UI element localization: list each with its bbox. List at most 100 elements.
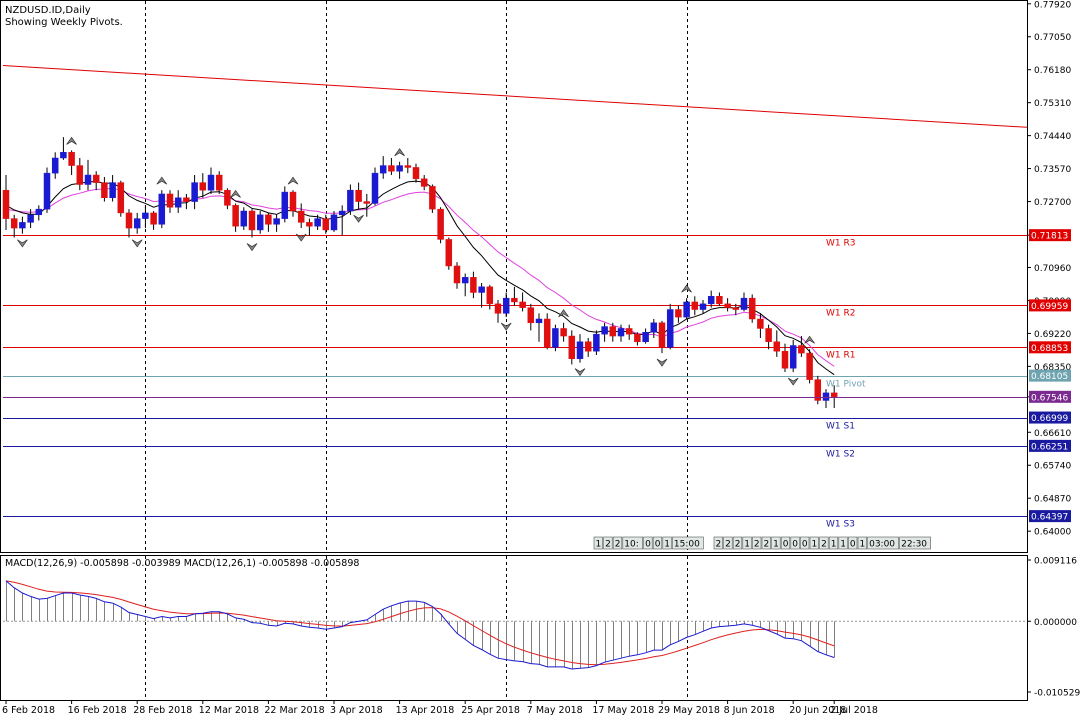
price-tick-label: 0.74440 bbox=[1034, 132, 1071, 142]
main-frame bbox=[0, 0, 1028, 553]
macd-label: MACD(12,26,9) -0.005898 -0.003989 MACD(1… bbox=[5, 558, 359, 569]
candle-body bbox=[232, 205, 239, 227]
candle-body bbox=[814, 379, 822, 401]
timer-right-item: 1 bbox=[812, 540, 818, 550]
timer-right-item-box bbox=[742, 536, 752, 550]
candle-body bbox=[478, 286, 485, 293]
candle-body bbox=[224, 189, 231, 206]
price-tick-label: 0.72700 bbox=[1034, 198, 1071, 208]
timer-right-item-box bbox=[761, 536, 771, 550]
timer-right-item: 1 bbox=[860, 540, 866, 550]
pivot-level-price-label: 0.66251 bbox=[1031, 442, 1068, 452]
pivot-level-name: W1 Pivot bbox=[826, 380, 866, 390]
candle-body bbox=[158, 193, 166, 225]
candle-body bbox=[142, 212, 149, 219]
candle-body bbox=[486, 286, 494, 305]
candle-body bbox=[207, 174, 215, 191]
candle-body bbox=[642, 332, 649, 342]
candle-body bbox=[609, 326, 617, 337]
timer-left-item-box bbox=[652, 536, 663, 550]
pivot-level-name: W1 R1 bbox=[826, 351, 855, 361]
candle-body bbox=[248, 210, 256, 231]
price-tick-label: 0.65740 bbox=[1034, 462, 1071, 472]
timer-right-item-box bbox=[780, 536, 791, 550]
candle-body bbox=[338, 210, 346, 216]
fractal-down-marker bbox=[787, 377, 799, 386]
candle-body bbox=[658, 322, 666, 348]
candle-body bbox=[396, 165, 403, 172]
ma-slow-line bbox=[5, 187, 835, 367]
pivot-level-price-label-box bbox=[1029, 229, 1071, 242]
timer-right-item-box bbox=[752, 536, 762, 550]
candle-body bbox=[822, 392, 830, 401]
candle-body bbox=[732, 307, 740, 310]
price-tick-label: 0.64870 bbox=[1034, 495, 1071, 505]
fractal-down-marker bbox=[246, 243, 258, 252]
timer-left-item: 0 bbox=[655, 540, 661, 550]
candle-body bbox=[117, 182, 125, 214]
price-tick-label: 0.75310 bbox=[1034, 99, 1071, 109]
candle-body bbox=[781, 350, 789, 369]
macd-signal-line bbox=[5, 580, 835, 666]
macd-tick-label: -0.010529 bbox=[1034, 689, 1080, 699]
candle-body bbox=[412, 167, 420, 180]
candle-body bbox=[716, 296, 723, 305]
candle-body bbox=[560, 328, 567, 337]
date-label: 25 Apr 2018 bbox=[461, 705, 520, 716]
timer-left-item-box bbox=[593, 536, 603, 550]
candle-body bbox=[535, 318, 543, 324]
candle-body bbox=[584, 341, 592, 352]
date-label: 13 Apr 2018 bbox=[396, 705, 455, 716]
pivot-level-name: W1 S2 bbox=[826, 450, 855, 460]
timer-left-item-box bbox=[603, 536, 613, 550]
candle-body bbox=[388, 165, 395, 172]
timer-right-item: 1 bbox=[744, 540, 750, 550]
timer-right-item-box bbox=[848, 536, 858, 550]
candle-body bbox=[199, 182, 207, 191]
pivot-level-price-label: 0.66999 bbox=[1031, 414, 1068, 424]
candle-body bbox=[502, 297, 510, 314]
pivot-level-price-label: 0.69959 bbox=[1031, 302, 1068, 312]
pivot-level-price-label: 0.68853 bbox=[1031, 344, 1068, 354]
timer-left-item: 2 bbox=[605, 540, 611, 550]
candle-body bbox=[552, 328, 559, 348]
candle-body bbox=[76, 165, 84, 185]
candle-body bbox=[215, 174, 223, 191]
fractal-up-marker bbox=[66, 136, 77, 145]
candle-body bbox=[494, 303, 502, 314]
candle-body bbox=[191, 182, 198, 202]
pivot-level-name: W1 R3 bbox=[826, 239, 855, 249]
fractal-down-marker bbox=[131, 239, 143, 248]
timer-left-item-box bbox=[672, 536, 704, 550]
candle-body bbox=[297, 210, 305, 223]
macd-main-line bbox=[5, 580, 835, 670]
candle-body bbox=[43, 172, 51, 210]
candle-body bbox=[527, 307, 535, 324]
date-label: 29 May 2018 bbox=[658, 705, 720, 716]
timer-right-item: 2 bbox=[754, 540, 760, 550]
candle-body bbox=[265, 214, 272, 225]
timer-left-item-box bbox=[612, 536, 623, 550]
date-label: 3 Apr 2018 bbox=[330, 705, 383, 716]
candle-body bbox=[740, 297, 748, 310]
timer-right-item-box bbox=[899, 536, 931, 550]
timer-right-item-box bbox=[790, 536, 800, 550]
timer-left-item-box bbox=[662, 536, 672, 550]
candle-body bbox=[765, 328, 772, 342]
fractal-up-marker bbox=[156, 176, 168, 185]
pivot-level-price-label: 0.68105 bbox=[1031, 372, 1068, 382]
candle-body bbox=[773, 341, 781, 352]
date-label: 22 Mar 2018 bbox=[264, 705, 324, 716]
candle-body bbox=[601, 326, 608, 335]
pivot-level-price-label-box bbox=[1029, 341, 1071, 354]
candle-body bbox=[650, 322, 658, 333]
pivot-level-price-label-box bbox=[1029, 439, 1071, 452]
subtitle: Showing Weekly Pivots. bbox=[5, 17, 123, 28]
candle-body bbox=[322, 218, 330, 231]
pivot-level-name: W1 R2 bbox=[826, 309, 855, 319]
timer-right-item-box bbox=[771, 536, 781, 550]
fractal-up-marker bbox=[230, 189, 241, 198]
timer-left-item: 15:00 bbox=[674, 540, 700, 550]
candle-body bbox=[125, 212, 133, 229]
